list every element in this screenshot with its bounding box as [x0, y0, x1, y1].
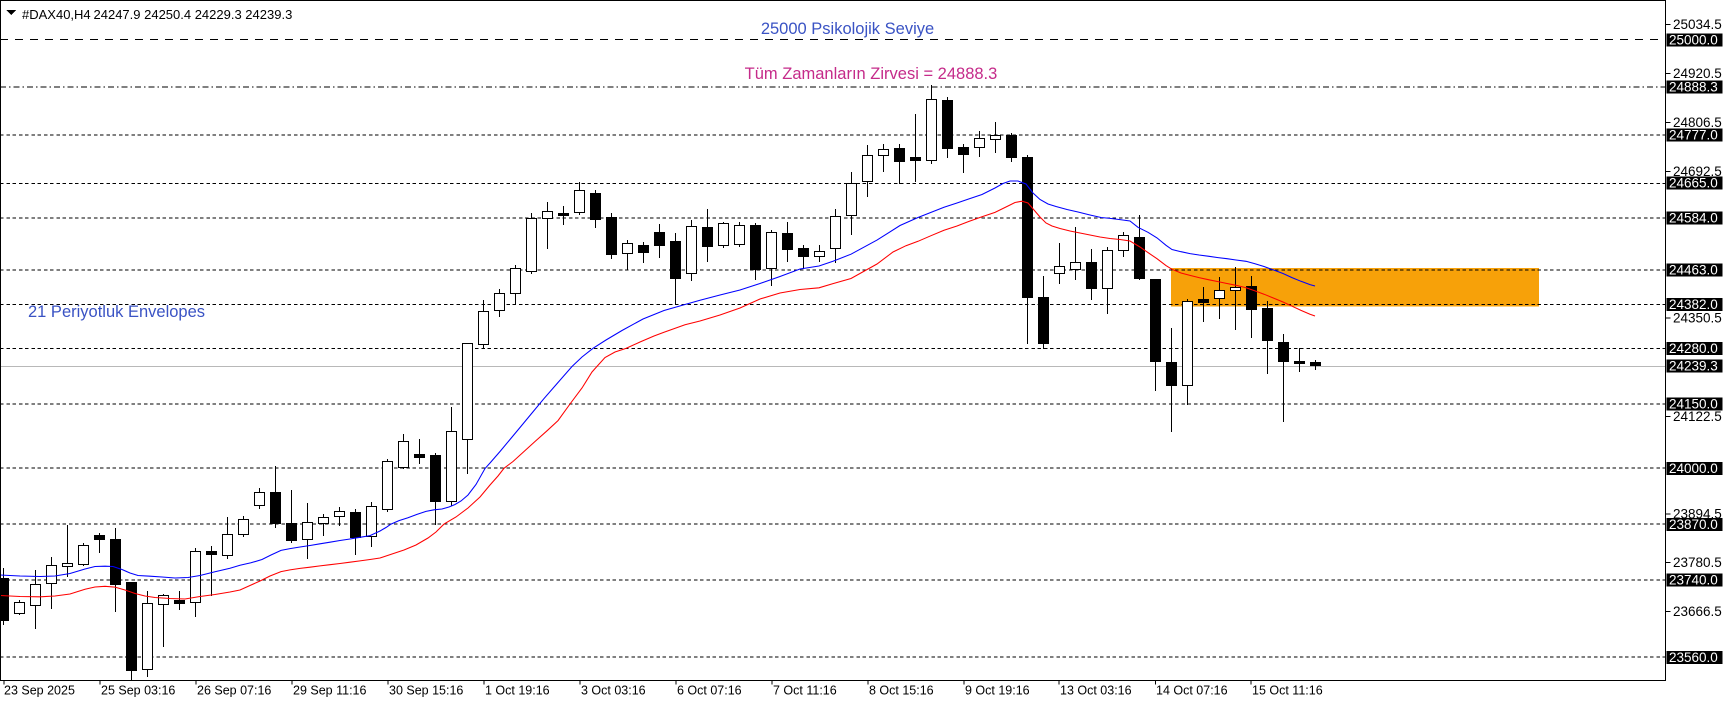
svg-text:#DAX40,H4: #DAX40,H4	[22, 7, 91, 22]
svg-text:23894.5: 23894.5	[1673, 506, 1722, 521]
svg-text:25000.0: 25000.0	[1669, 33, 1718, 48]
svg-text:24920.5: 24920.5	[1673, 66, 1722, 81]
svg-text:24382.0: 24382.0	[1669, 297, 1718, 312]
svg-text:23560.0: 23560.0	[1669, 650, 1718, 665]
svg-text:14 Oct 07:16: 14 Oct 07:16	[1156, 684, 1228, 698]
svg-text:24000.0: 24000.0	[1669, 461, 1718, 476]
svg-text:Tüm Zamanların Zirvesi = 24888: Tüm Zamanların Zirvesi = 24888.3	[745, 65, 998, 83]
svg-text:13 Oct 03:16: 13 Oct 03:16	[1060, 684, 1132, 698]
svg-text:29 Sep 11:16: 29 Sep 11:16	[293, 684, 366, 698]
svg-text:24665.0: 24665.0	[1669, 176, 1718, 191]
svg-text:25034.5: 25034.5	[1673, 17, 1722, 32]
svg-text:9 Oct 19:16: 9 Oct 19:16	[965, 684, 1030, 698]
svg-text:8 Oct 15:16: 8 Oct 15:16	[869, 684, 934, 698]
svg-text:24692.5: 24692.5	[1673, 164, 1722, 179]
svg-text:24888.3: 24888.3	[1669, 80, 1718, 95]
svg-text:23870.0: 23870.0	[1669, 517, 1718, 532]
svg-text:24239.3: 24239.3	[1669, 358, 1718, 373]
svg-text:23 Sep 2025: 23 Sep 2025	[4, 684, 75, 698]
svg-text:15 Oct 11:16: 15 Oct 11:16	[1252, 684, 1323, 698]
svg-text:24584.0: 24584.0	[1669, 211, 1718, 226]
svg-text:23666.5: 23666.5	[1673, 604, 1722, 619]
svg-text:25 Sep 03:16: 25 Sep 03:16	[101, 684, 175, 698]
svg-text:24806.5: 24806.5	[1673, 115, 1722, 130]
svg-text:7 Oct 11:16: 7 Oct 11:16	[773, 684, 837, 698]
svg-text:24350.5: 24350.5	[1673, 311, 1722, 326]
svg-text:24777.0: 24777.0	[1669, 128, 1718, 143]
svg-text:24150.0: 24150.0	[1669, 397, 1718, 412]
svg-text:1 Oct 19:16: 1 Oct 19:16	[485, 684, 550, 698]
svg-text:23740.0: 23740.0	[1669, 573, 1718, 588]
svg-text:6 Oct 07:16: 6 Oct 07:16	[677, 684, 742, 698]
svg-text:25000 Psikolojik Seviye: 25000 Psikolojik Seviye	[761, 20, 934, 38]
svg-text:30 Sep 15:16: 30 Sep 15:16	[389, 684, 463, 698]
svg-text:3 Oct 03:16: 3 Oct 03:16	[581, 684, 646, 698]
svg-text:24122.5: 24122.5	[1673, 409, 1722, 424]
svg-text:24463.0: 24463.0	[1669, 262, 1718, 277]
svg-text:24247.9 24250.4 24229.3 24239.: 24247.9 24250.4 24229.3 24239.3	[94, 7, 293, 22]
svg-text:23780.5: 23780.5	[1673, 555, 1722, 570]
svg-text:24280.0: 24280.0	[1669, 341, 1718, 356]
svg-text:21 Periyotluk Envelopes: 21 Periyotluk Envelopes	[28, 303, 205, 321]
svg-text:26 Sep 07:16: 26 Sep 07:16	[197, 684, 271, 698]
